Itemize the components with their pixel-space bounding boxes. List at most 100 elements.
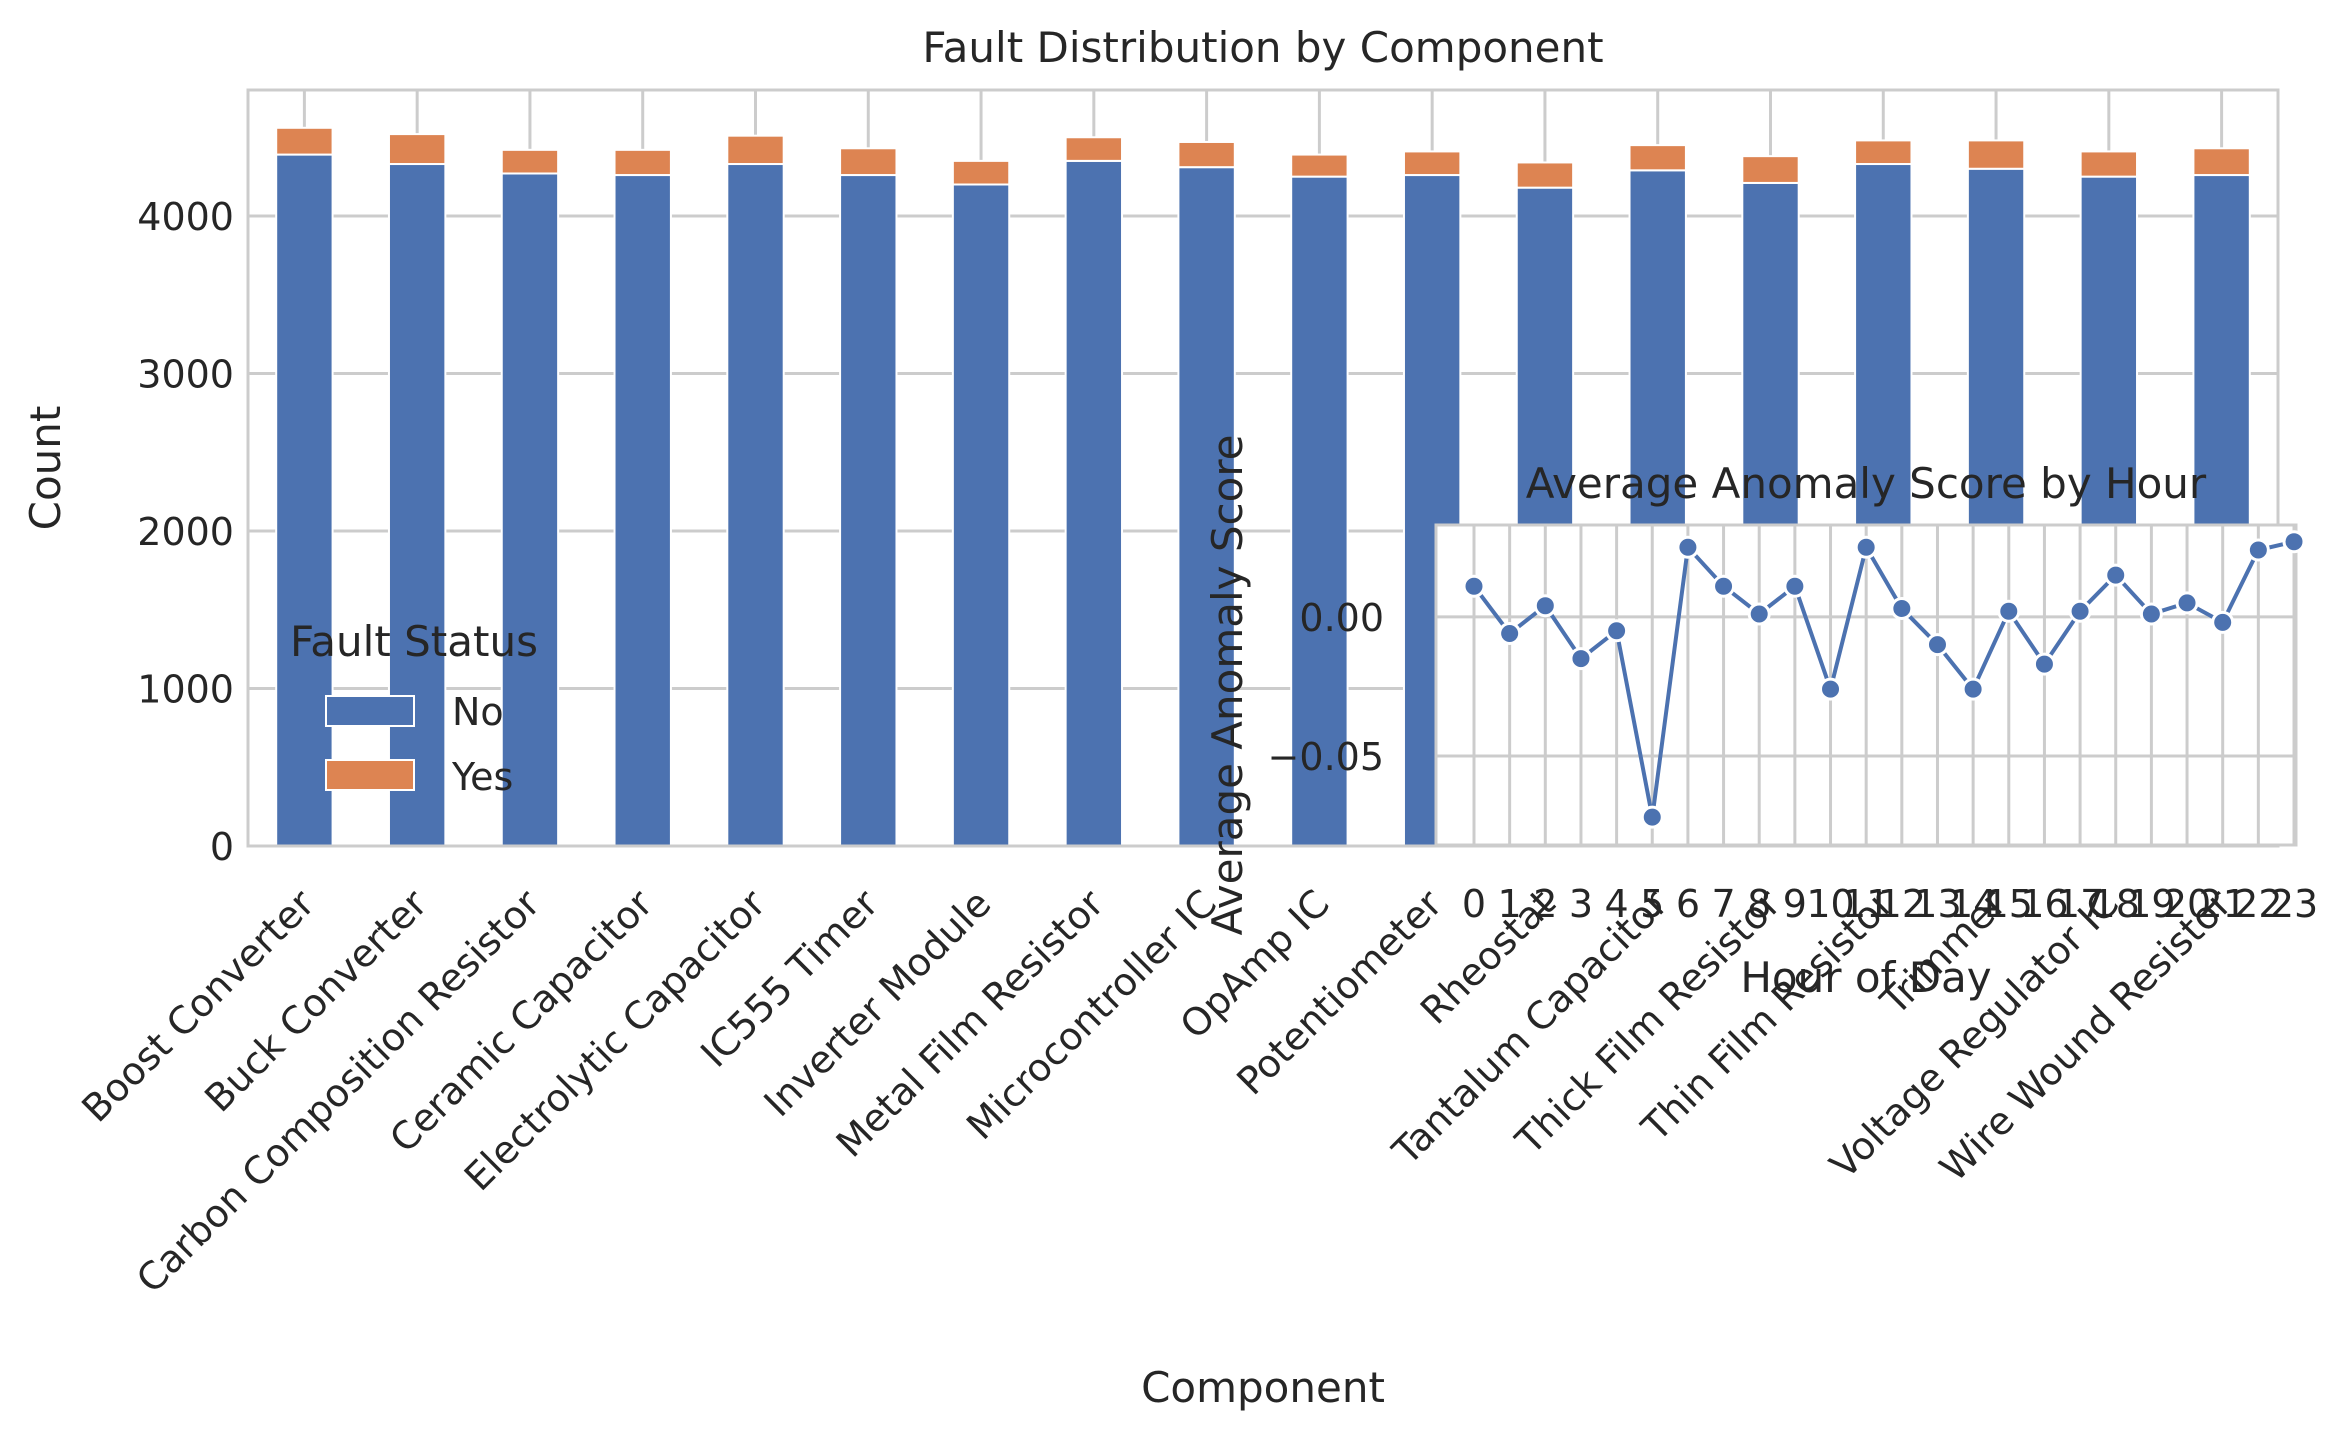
anomaly-point-hour-5 — [1640, 805, 1664, 829]
inset-chart: 0.00−0.05 0 1 2 3 4 5 6 7 8 9 10111213141516171819… — [1203, 434, 2318, 1002]
bar-yes-wire-wound-resistor — [2192, 147, 2251, 177]
anomaly-point-hour-3 — [1569, 647, 1593, 671]
anomaly-point-hour-0 — [1462, 574, 1486, 598]
bar-no-opamp-ic — [1290, 175, 1349, 847]
inset-x-tick-label: 17 — [2056, 882, 2104, 926]
inset-x-tick-label: 2 — [1533, 882, 1557, 926]
inset-x-tick-label: 22 — [2234, 882, 2282, 926]
main-y-tick-label: 1000 — [137, 668, 234, 712]
legend-swatch-no — [325, 695, 415, 727]
bar-yes-metal-film-resistor — [1064, 136, 1124, 162]
bar-yes-trimmer — [1966, 139, 2026, 170]
inset-y-tick-labels: 0.00 −0.05 — [1268, 596, 1384, 779]
inset-x-tick-label: 12 — [1878, 882, 1926, 926]
bar-yes-rheostat — [1515, 161, 1575, 189]
anomaly-series-points — [1462, 530, 2306, 829]
anomaly-point-hour-17 — [2068, 599, 2092, 623]
inset-x-tick-label: 16 — [2020, 882, 2068, 926]
anomaly-point-hour-21 — [2211, 610, 2235, 634]
inset-x-tick-label: 0 — [1462, 882, 1486, 926]
anomaly-point-hour-1 — [1498, 622, 1522, 646]
bar-yes-carbon-composition-resistor — [500, 148, 560, 175]
inset-x-tick-label: 9 — [1783, 882, 1807, 926]
bar-no-microcontroller-ic — [1177, 166, 1236, 848]
bar-no-ceramic-capacitor — [613, 174, 672, 848]
inset-x-tick-label: 4 — [1605, 882, 1629, 926]
inset-x-tick-label: 8 — [1747, 882, 1771, 926]
inset-x-axis-label: Hour of Day — [1740, 953, 1991, 1002]
anomaly-point-hour-20 — [2175, 591, 2199, 615]
inset-x-tick-label: 20 — [2163, 882, 2211, 926]
anomaly-point-hour-23 — [2282, 530, 2306, 554]
bar-yes-electrolytic-capacitor — [726, 134, 785, 166]
bar-no-inverter-module — [951, 183, 1011, 847]
main-chart-title: Fault Distribution by Component — [922, 23, 1603, 72]
main-y-tick-label: 4000 — [137, 195, 234, 239]
inset-plot-frame — [1434, 523, 2298, 847]
inset-x-tick-label: 3 — [1569, 882, 1593, 926]
main-y-tick-label: 3000 — [137, 353, 234, 397]
anomaly-point-hour-7 — [1712, 574, 1736, 598]
main-x-axis-label: Component — [1141, 1363, 1385, 1412]
bar-yes-tantalum-capacitor — [1628, 144, 1687, 172]
bar-yes-thin-film-resistor — [1854, 139, 1913, 166]
legend-title: Fault Status — [290, 617, 538, 666]
anomaly-point-hour-6 — [1676, 535, 1700, 559]
inset-chart-title: Average Anomaly Score by Hour — [1526, 459, 2207, 508]
inset-x-tick-label: 14 — [1949, 882, 1997, 926]
main-y-tick-labels: 0 1000 2000 3000 4000 — [137, 195, 234, 869]
inset-x-tick-label: 6 — [1676, 882, 1700, 926]
bar-no-buck-converter — [387, 163, 447, 847]
inset-y-tick-label: 0.00 — [1299, 596, 1384, 640]
anomaly-point-hour-9 — [1783, 574, 1807, 598]
inset-x-tick-label: 19 — [2127, 882, 2175, 926]
anomaly-point-hour-2 — [1533, 594, 1557, 618]
main-plot-frame — [246, 88, 2280, 848]
inset-x-tick-label: 15 — [1985, 882, 2033, 926]
inset-x-tick-label: 18 — [2092, 882, 2140, 926]
bar-yes-buck-converter — [387, 133, 447, 166]
bar-yes-thick-film-resistor — [1741, 155, 1800, 184]
inset-x-tick-label: 13 — [1913, 882, 1961, 926]
bar-no-boost-converter — [275, 153, 334, 847]
bar-yes-ic555-timer — [839, 147, 898, 177]
anomaly-point-hour-13 — [1925, 633, 1949, 657]
legend-label-yes: Yes — [451, 755, 513, 799]
inset-x-tick-label: 5 — [1640, 882, 1664, 926]
bar-yes-microcontroller-ic — [1177, 140, 1236, 169]
bar-yes-boost-converter — [275, 126, 334, 156]
bar-yes-opamp-ic — [1290, 153, 1349, 178]
bar-yes-inverter-module — [951, 159, 1011, 186]
anomaly-point-hour-4 — [1605, 619, 1629, 643]
legend-label-no: No — [452, 690, 504, 734]
inset-x-tick-label: 21 — [2199, 882, 2247, 926]
inset-x-tick-label: 1 — [1498, 882, 1522, 926]
bar-no-ic555-timer — [839, 174, 898, 848]
inset-x-tick-label: 11 — [1842, 882, 1890, 926]
anomaly-point-hour-10 — [1819, 677, 1843, 701]
bar-yes-voltage-regulator-ic — [2079, 150, 2139, 178]
main-y-axis-label: Count — [21, 406, 70, 531]
inset-x-tick-label: 23 — [2270, 882, 2318, 926]
anomaly-point-hour-11 — [1854, 535, 1878, 559]
bar-no-electrolytic-capacitor — [726, 163, 785, 847]
inset-x-tick-label: 7 — [1711, 882, 1735, 926]
inset-y-axis-label: Average Anomaly Score — [1203, 434, 1252, 935]
main-y-tick-label: 0 — [210, 825, 234, 869]
anomaly-point-hour-22 — [2246, 538, 2270, 562]
main-y-tick-label: 2000 — [137, 510, 234, 554]
anomaly-point-hour-8 — [1747, 602, 1771, 626]
anomaly-point-hour-14 — [1961, 677, 1985, 701]
bar-yes-potentiometer — [1402, 150, 1462, 177]
anomaly-point-hour-15 — [1997, 599, 2021, 623]
bar-no-metal-film-resistor — [1064, 159, 1124, 847]
bar-yes-ceramic-capacitor — [613, 148, 672, 177]
inset-y-tick-label: −0.05 — [1268, 735, 1384, 779]
legend: Fault Status No Yes — [290, 617, 538, 799]
inset-x-tick-label: 10 — [1806, 882, 1854, 926]
anomaly-point-hour-19 — [2139, 602, 2163, 626]
bar-no-carbon-composition-resistor — [500, 172, 560, 848]
anomaly-point-hour-16 — [2032, 652, 2056, 676]
